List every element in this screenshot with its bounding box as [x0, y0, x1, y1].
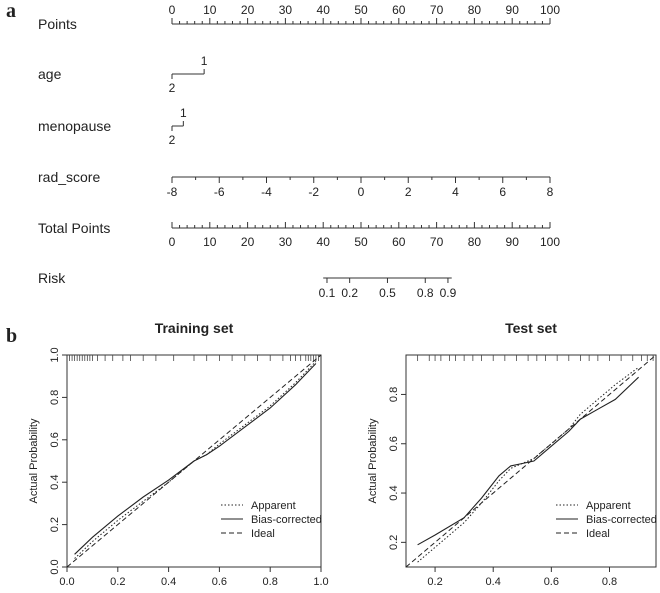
- training-set-x-tick-label: 1.0: [313, 576, 328, 588]
- points-tick-label: 0: [169, 3, 176, 17]
- test-set-y-tick-label: 0.4: [388, 485, 400, 500]
- total-points-tick-label: 10: [203, 235, 217, 249]
- training-set-x-tick-label: 0.8: [263, 576, 278, 588]
- points-tick-label: 40: [317, 3, 331, 17]
- risk-tick-label: 0.8: [417, 286, 434, 300]
- points-tick-label: 70: [430, 3, 444, 17]
- test-set-title: Test set: [505, 320, 557, 336]
- test-set-legend-label: Ideal: [586, 528, 610, 540]
- training-set-y-tick-label: 0.0: [49, 559, 61, 574]
- test-set-x-tick-label: 0.4: [486, 576, 501, 588]
- training-set-series-ideal: [66, 354, 322, 568]
- total-points-tick-label: 0: [169, 235, 176, 249]
- panel-b-label: b: [6, 325, 17, 347]
- test-set-series-apparent: [417, 366, 639, 563]
- total-points-tick-label: 40: [317, 235, 331, 249]
- rad-score-tick-label: 8: [547, 185, 554, 199]
- rad-score-tick-label: 6: [499, 185, 506, 199]
- test-set-series-bias-corrected: [417, 376, 639, 546]
- total-points-tick-label: 50: [354, 235, 368, 249]
- row-label-risk: Risk: [38, 270, 66, 286]
- test-set-frame: [405, 354, 657, 568]
- training-set-legend-label: Apparent: [251, 500, 296, 512]
- points-tick-label: 60: [392, 3, 406, 17]
- points-tick-label: 30: [279, 3, 293, 17]
- training-set-ylabel: Actual Probability: [28, 418, 40, 503]
- row-label-menopause: menopause: [38, 118, 111, 134]
- test-set-x-tick-label: 0.6: [544, 576, 559, 588]
- test-set-legend-label: Bias-corrected: [586, 514, 657, 526]
- total-points-tick-label: 100: [540, 235, 560, 249]
- training-set-x-tick-label: 0.2: [110, 576, 125, 588]
- age-level-label: 2: [169, 81, 176, 95]
- rad-score-tick-label: -8: [167, 185, 178, 199]
- rad-score-tick-label: -2: [308, 185, 319, 199]
- test-set-ylabel: Actual Probability: [367, 418, 379, 503]
- training-set-title: Training set: [155, 320, 234, 336]
- rad-score-tick-label: -6: [214, 185, 225, 199]
- training-set-legend-label: Ideal: [251, 528, 275, 540]
- training-set-y-tick-label: 0.4: [49, 475, 61, 490]
- test-set-series-ideal: [405, 354, 657, 568]
- risk-tick-label: 0.5: [379, 286, 396, 300]
- training-set-y-tick-label: 0.8: [49, 390, 61, 405]
- training-set-x-tick-label: 0.0: [59, 576, 74, 588]
- row-label-points: Points: [38, 16, 77, 32]
- test-set-y-tick-label: 0.8: [388, 387, 400, 402]
- rad-score-tick-label: 0: [358, 185, 365, 199]
- training-set-legend-label: Bias-corrected: [251, 514, 322, 526]
- row-label-rad-score: rad_score: [38, 169, 100, 185]
- risk-tick-label: 0.1: [319, 286, 336, 300]
- total-points-tick-label: 70: [430, 235, 444, 249]
- training-set-x-tick-label: 0.4: [161, 576, 176, 588]
- training-set-y-tick-label: 1.0: [49, 347, 61, 362]
- training-set-y-tick-label: 0.6: [49, 432, 61, 447]
- panel-a-label: a: [6, 0, 16, 22]
- menopause-level-label: 1: [180, 106, 187, 120]
- total-points-tick-label: 80: [468, 235, 482, 249]
- test-set-y-tick-label: 0.2: [388, 535, 400, 550]
- training-set-series-bias-corrected: [74, 363, 317, 555]
- points-tick-label: 10: [203, 3, 217, 17]
- total-points-tick-label: 90: [506, 235, 520, 249]
- training-set-y-tick-label: 0.2: [49, 517, 61, 532]
- total-points-tick-label: 30: [279, 235, 293, 249]
- row-label-total-points: Total Points: [38, 220, 110, 236]
- test-set-y-tick-label: 0.6: [388, 436, 400, 451]
- rad-score-tick-label: -4: [261, 185, 272, 199]
- row-label-age: age: [38, 66, 62, 82]
- test-set-x-tick-label: 0.2: [427, 576, 442, 588]
- test-set-legend-label: Apparent: [586, 500, 631, 512]
- age-level-label: 1: [201, 54, 208, 68]
- menopause-level-label: 2: [169, 133, 176, 147]
- points-tick-label: 50: [354, 3, 368, 17]
- test-set-x-tick-label: 0.8: [602, 576, 617, 588]
- points-tick-label: 20: [241, 3, 255, 17]
- test-calibration-plot: Test set 0.2 0.4 0.6 0.8 0.2 0.4 0.6 0.8 Actual P…: [367, 320, 657, 588]
- points-tick-label: 80: [468, 3, 482, 17]
- training-set-x-tick-label: 0.6: [212, 576, 227, 588]
- points-tick-label: 90: [506, 3, 520, 17]
- risk-tick-label: 0.2: [341, 286, 358, 300]
- rad-score-tick-label: 2: [405, 185, 412, 199]
- rad-score-tick-label: 4: [452, 185, 459, 199]
- risk-tick-label: 0.9: [440, 286, 457, 300]
- points-tick-label: 100: [540, 3, 560, 17]
- total-points-tick-label: 20: [241, 235, 255, 249]
- total-points-tick-label: 60: [392, 235, 406, 249]
- training-calibration-plot: Training set 0.0 0.2 0.4 0.6 0.8 1.0 0.0 0.2 0.4 0…: [28, 320, 329, 588]
